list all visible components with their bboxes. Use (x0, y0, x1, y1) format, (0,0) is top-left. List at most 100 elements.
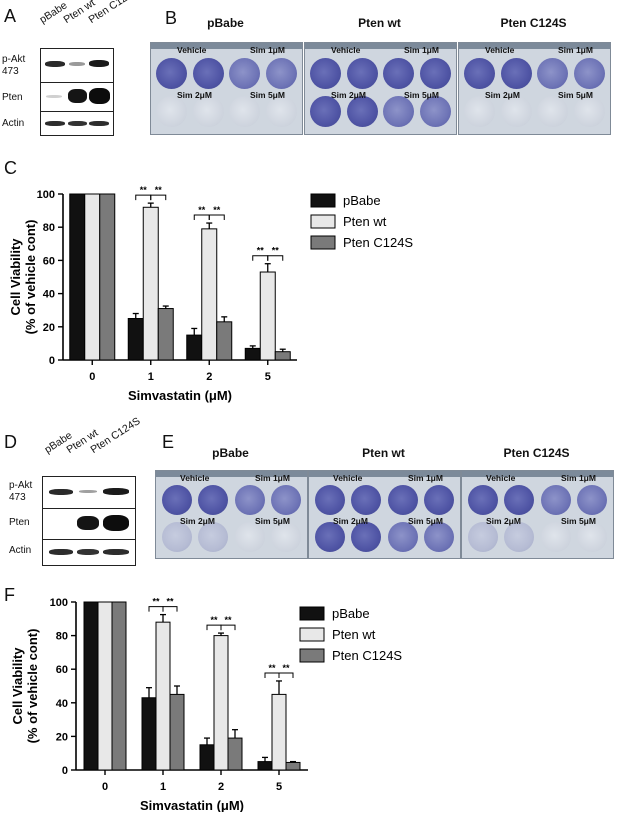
significance-bracket (252, 255, 269, 261)
plate-well (351, 521, 382, 552)
y-axis-label: (% of vehicle cont) (23, 220, 38, 335)
significance-bracket (148, 606, 164, 612)
well-label: Sim 2μM (177, 89, 212, 100)
bar (141, 697, 157, 771)
legend-swatch (299, 606, 325, 621)
blot-band (103, 488, 129, 495)
plate-well (383, 96, 415, 127)
plate-well (198, 485, 229, 516)
y-tick-label: 60 (43, 255, 55, 267)
culture-plate: Vehicle Sim 1μM Sim 2μM Sim 5μM (308, 470, 461, 559)
well-label: Sim 2μM (486, 515, 521, 526)
well-label: Sim 2μM (485, 89, 520, 100)
bar (111, 601, 127, 771)
panel-letter-f: F (4, 585, 15, 605)
well-label: Sim 1μM (255, 473, 290, 483)
y-tick-label: 100 (37, 189, 55, 201)
y-tick-label: 80 (56, 631, 68, 643)
bar (199, 744, 215, 771)
plate-well (468, 485, 499, 516)
bar (271, 693, 287, 771)
significance-bracket (208, 214, 225, 221)
plate-title: Pten C124S (503, 446, 570, 460)
well-label: Sim 2μM (331, 89, 366, 100)
plate-well (234, 485, 265, 516)
significance-label: ** (210, 615, 218, 625)
plate-well (423, 521, 454, 552)
blot-band (89, 60, 109, 67)
bar (99, 193, 116, 361)
significance-bracket (150, 194, 167, 201)
plate-well (229, 96, 261, 127)
plate-well (573, 58, 605, 89)
plate-title: pBabe (212, 446, 249, 460)
x-tick-label: 0 (102, 781, 108, 793)
plate-well (387, 521, 418, 552)
plate-well (576, 521, 607, 552)
significance-bracket (193, 214, 210, 221)
blot-band (89, 88, 110, 104)
plate-well (504, 521, 535, 552)
well-label: Vehicle (180, 473, 210, 483)
legend-label: Pten C124S (332, 648, 402, 663)
culture-plate: Vehicle Sim 1μM Sim 2μM Sim 5μM (155, 470, 308, 559)
plate-well (192, 96, 224, 127)
plate-well (270, 485, 301, 516)
plate-well (500, 96, 532, 127)
y-tick-label: 20 (43, 322, 55, 334)
well-label: Sim 5μM (558, 89, 593, 100)
legend-swatch (310, 214, 336, 229)
x-tick-label: 5 (265, 371, 271, 383)
blot-row-label: Actin (2, 118, 25, 129)
blot-band (68, 89, 87, 103)
significance-bracket (264, 672, 280, 678)
plate-well (464, 58, 496, 89)
significance-label: ** (213, 205, 221, 215)
plate-well (576, 485, 607, 516)
significance-label: ** (166, 597, 174, 607)
legend-swatch (299, 627, 325, 642)
plate-well (540, 521, 571, 552)
y-tick-label: 80 (43, 222, 55, 234)
plate-well (419, 58, 451, 89)
blot-membrane (42, 476, 136, 566)
well-label: Vehicle (177, 45, 207, 55)
plate-well (504, 485, 535, 516)
bar (259, 271, 276, 361)
significance-label: ** (224, 615, 232, 625)
significance-bracket (162, 606, 178, 612)
bar (83, 601, 99, 771)
bar (169, 693, 185, 771)
plate-well (500, 58, 532, 89)
plate-well (162, 521, 193, 552)
plate-well (346, 58, 378, 89)
well-label: Sim 1μM (404, 45, 439, 55)
y-tick-label: 60 (56, 664, 68, 676)
y-tick-label: 40 (43, 289, 55, 301)
panel-letter-c: C (4, 158, 17, 178)
bar (257, 761, 273, 771)
plate-well (423, 485, 454, 516)
plate-well (315, 521, 346, 552)
plate-title: Pten wt (362, 446, 405, 460)
blot-band (49, 489, 73, 495)
blot-band (103, 549, 129, 555)
significance-bracket (206, 624, 222, 631)
blot-membrane (40, 48, 114, 136)
y-axis-label: Cell Viability (8, 238, 23, 316)
plate-well (346, 96, 378, 127)
x-tick-label: 5 (276, 781, 282, 793)
significance-bracket (135, 194, 152, 201)
plate-well (464, 96, 496, 127)
bar (285, 761, 301, 771)
plate-well (265, 96, 297, 127)
x-tick-label: 1 (148, 371, 154, 383)
blot-band (77, 549, 99, 555)
significance-label: ** (282, 663, 290, 673)
significance-label: ** (155, 185, 163, 195)
y-tick-label: 100 (50, 597, 68, 609)
legend-swatch (299, 648, 325, 663)
legend-label: Pten C124S (343, 235, 413, 250)
bar (201, 228, 218, 361)
blot-band (68, 121, 87, 126)
